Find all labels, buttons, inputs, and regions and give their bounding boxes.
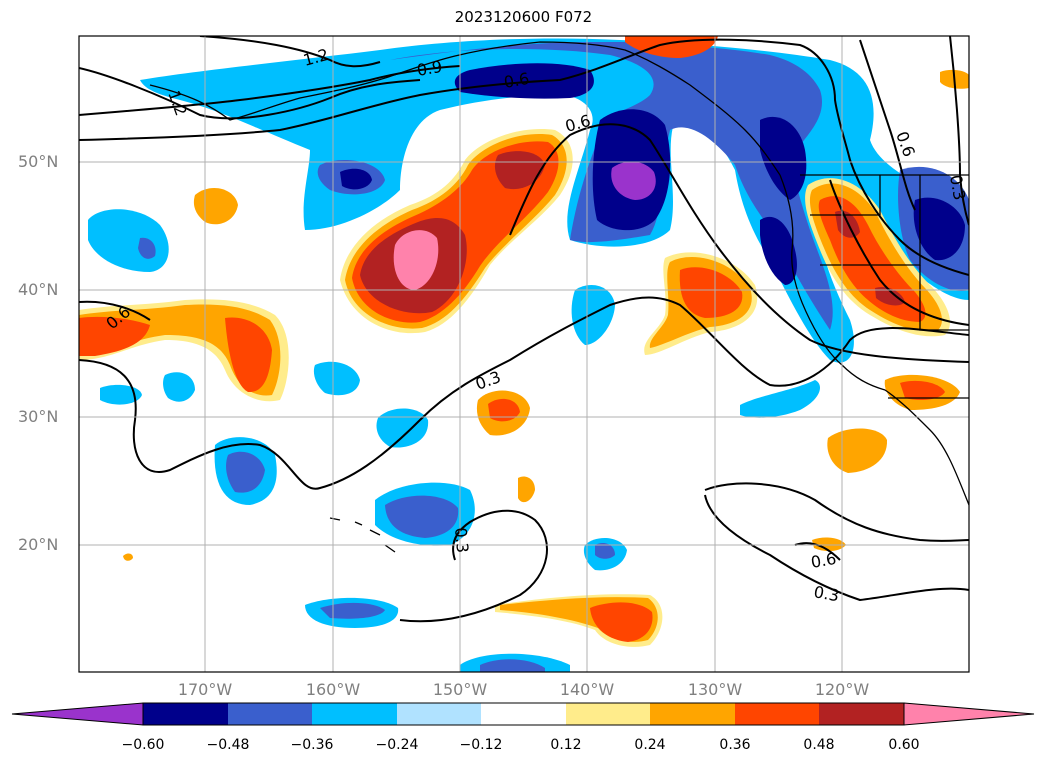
colorbar-seg [481, 703, 566, 725]
positive-anomaly-mid-red [488, 398, 520, 422]
negative-anomaly-coast-south [740, 380, 820, 418]
contour-line-1-2b [199, 36, 381, 68]
negative-anomaly-north-deep [454, 63, 594, 99]
positive-anomaly-west-red-2 [225, 317, 272, 393]
alaska-coast [149, 41, 781, 176]
positive-anomaly-dot [123, 553, 133, 561]
colorbar-seg [228, 703, 312, 725]
hawaii-islands [329, 517, 396, 553]
contour-line-0-6-mid [509, 123, 969, 363]
positive-anomaly-mexico [827, 428, 888, 473]
negative-anomaly-coast-deep [760, 116, 807, 200]
contour-label: 0.3 [473, 367, 503, 394]
contour-label: 0.3 [946, 173, 969, 201]
lon-label: 130°W [687, 680, 743, 699]
lon-label: 170°W [177, 680, 233, 699]
colorbar-seg [143, 703, 228, 725]
gridlines [79, 36, 969, 672]
positive-anomaly-baja-red [900, 380, 945, 400]
positive-anomaly-central-pink [393, 230, 439, 290]
negative-anomaly-coast-deep-2 [760, 216, 797, 285]
contour-label: 0.6 [809, 549, 837, 572]
contour-label: 0.6 [502, 69, 530, 92]
negative-anomaly-south-2-core [320, 602, 385, 619]
positive-anomaly-west-red [79, 316, 150, 356]
lon-label: 140°W [559, 680, 615, 699]
colorbar [11, 702, 1035, 726]
contour-labels: 1.2 0.9 0.6 0.6 0.6 0.3 0.6 0.3 0.3 0.6 … [102, 45, 969, 605]
contour-line-0-3-ne [949, 36, 969, 226]
positive-anomaly-nw-small [193, 187, 238, 225]
contour-line-0-6-north [79, 38, 969, 276]
negative-anomaly-small-3 [100, 384, 142, 405]
colorbar-seg [312, 703, 397, 725]
colorbar-seg [397, 703, 481, 725]
contour-line-1-2 [79, 67, 421, 120]
colorbar-tick-label: −0.36 [290, 737, 334, 753]
negative-anomaly-west-core [138, 237, 156, 259]
positive-anomaly-alaska [625, 36, 718, 58]
lon-label: 150°W [432, 680, 488, 699]
lat-label: 40°N [18, 280, 59, 299]
colorbar-arrow-right [903, 702, 1035, 726]
state-border-1 [810, 175, 881, 216]
colorbar-seg [566, 703, 650, 725]
state-border-3 [919, 265, 969, 331]
contour-label: 0.6 [892, 129, 919, 159]
colorbar-tick-label: −0.48 [206, 737, 250, 753]
positive-anomaly-central-dark-2 [494, 151, 545, 190]
lat-label: 50°N [18, 152, 59, 171]
colorbar-tick-label: −0.60 [121, 737, 165, 753]
colorbar-tick-label: −0.12 [459, 737, 503, 753]
lat-label: 30°N [18, 407, 59, 426]
negative-anomaly-west-patch [88, 209, 169, 272]
contour-label: 0.9 [415, 57, 443, 80]
positive-anomaly-small [518, 476, 535, 503]
negative-anomaly-small-2 [163, 372, 195, 402]
colorbar-seg [819, 703, 904, 725]
colorbar-frame [142, 702, 905, 726]
colorbar-tick-label: 0.60 [888, 737, 920, 753]
negative-anomaly-hawaii-core [385, 495, 459, 538]
contour-label: 0.6 [563, 111, 593, 136]
lon-label: 120°W [814, 680, 870, 699]
contour-line-0-3 [79, 296, 969, 490]
negative-anomaly-gulf-core [611, 161, 656, 200]
positive-anomaly-california-dark-2 [875, 286, 905, 306]
negative-anomaly-small-4 [376, 408, 429, 448]
colorbar-tick-label: 0.48 [803, 737, 835, 753]
lon-label: 160°W [305, 680, 361, 699]
plot-frame [78, 35, 970, 673]
negative-anomaly-nw-core [340, 168, 372, 190]
negative-anomaly-idaho-deep [913, 197, 965, 261]
colorbar-tick-label: 0.24 [634, 737, 666, 753]
contour-line-0-9 [79, 65, 461, 116]
shaded-anomaly-field [79, 36, 969, 672]
colorbar-tick-label: 0.36 [719, 737, 751, 753]
colorbar-tick-label: 0.12 [550, 737, 582, 753]
contour-line-0-6-ne [859, 39, 916, 211]
positive-anomaly-se-small [812, 537, 846, 552]
contour-label: 0.3 [812, 582, 840, 605]
positive-anomaly-east-red [679, 267, 743, 318]
colorbar-arrow-left [11, 702, 144, 726]
positive-anomaly-south-red [590, 602, 653, 642]
contour-line-0-3-south [399, 509, 548, 623]
lat-label: 20°N [18, 535, 59, 554]
contour-line-0-3-se-2 [704, 494, 969, 602]
negative-anomaly-mid [571, 285, 615, 345]
negative-anomaly-hawaii-n-core [226, 451, 265, 493]
map-title: 2023120600 F072 [454, 8, 593, 26]
colorbar-tick-label: −0.24 [375, 737, 419, 753]
contour-line-0-6-west [79, 300, 151, 321]
negative-anomaly-south-1-core [595, 543, 615, 559]
contour-label: 0.3 [451, 527, 472, 554]
colorbar-seg [735, 703, 819, 725]
contour-line-0-3-se [704, 482, 969, 542]
negative-anomaly-small-1 [313, 361, 360, 396]
colorbar-seg [650, 703, 735, 725]
negative-anomaly-south-3-core [480, 659, 545, 672]
